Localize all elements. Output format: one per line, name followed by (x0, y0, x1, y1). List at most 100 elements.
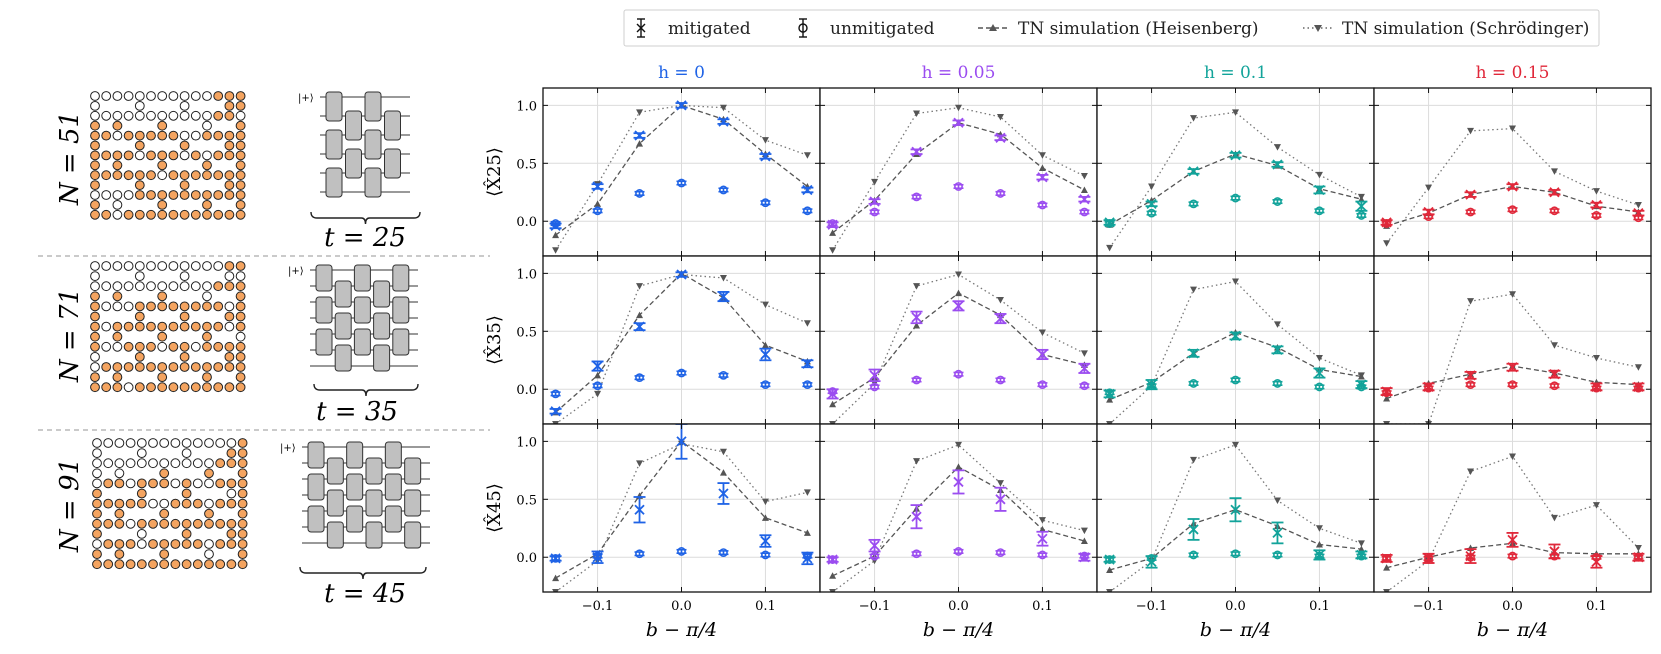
unmitigated-point (676, 178, 687, 188)
qubit-node (202, 200, 212, 210)
gate-block (315, 264, 333, 292)
subplot: 0.0 0.5 1.0 (516, 87, 821, 257)
tn-schrodinger-point (1190, 286, 1198, 294)
unmitigated-point (1314, 382, 1325, 392)
series-layer (1103, 278, 1368, 424)
qubit-node (213, 341, 224, 352)
series-layer (549, 100, 814, 254)
gate-block (325, 91, 343, 122)
unmitigated-point (1314, 206, 1325, 216)
qubit-node (123, 170, 134, 181)
gate-block (345, 148, 362, 179)
qubit-node (181, 518, 192, 529)
tn-heisenberg-point (955, 463, 962, 470)
tn-schrodinger-point (1038, 329, 1046, 336)
tn-schrodinger-point (996, 480, 1004, 487)
tn-schrodinger-point (761, 301, 769, 309)
x-tick-label: 0.1 (1032, 599, 1053, 614)
unmitigated-point (1188, 379, 1199, 388)
qubit-node (157, 321, 168, 332)
tn-schrodinger-point (636, 460, 644, 467)
mitigated-point (1229, 150, 1242, 161)
qubit-node (170, 559, 181, 570)
qubit-node (134, 321, 145, 332)
t-label: t = 25 (324, 223, 406, 253)
qubit-node (101, 362, 112, 372)
qubit-node (190, 301, 201, 312)
qubit-node (181, 529, 192, 539)
tn-schrodinger-point (871, 178, 879, 186)
qubit-node (168, 301, 179, 312)
qubit-node (215, 498, 226, 509)
qubit-node (101, 261, 112, 271)
unmitigated-point (995, 375, 1006, 385)
qubit-node (235, 110, 246, 121)
mitigated-point (952, 300, 965, 312)
mitigated-point (1632, 381, 1645, 393)
qubit-node (112, 321, 123, 332)
qubit-node (179, 209, 190, 220)
legend-frame (623, 9, 1600, 47)
tn-schrodinger-point (1509, 125, 1516, 133)
qubit-node (179, 190, 190, 200)
qubit-node (159, 498, 170, 509)
qubit-node (146, 281, 156, 292)
unmitigated-point (718, 370, 729, 380)
qubit-node (90, 190, 100, 200)
tn-heisenberg-point (1106, 396, 1114, 403)
qubit-node (237, 468, 248, 479)
mitigated-point (801, 551, 814, 566)
mitigated-point (759, 151, 772, 162)
circuit-diagram: |+⟩ (298, 91, 421, 225)
mitigated-point (717, 482, 730, 505)
tn-schrodinger-point (913, 283, 921, 290)
tn-schrodinger-point (1106, 589, 1114, 592)
qubit-node (157, 200, 168, 210)
qubit-node (157, 150, 168, 161)
column-title: h = 0 (658, 63, 705, 83)
x-tick-label: −0.1 (1413, 599, 1445, 614)
subplot (819, 87, 1098, 257)
qubit-node (123, 190, 134, 200)
unmitigated-point (1549, 206, 1560, 216)
qubit-node (125, 518, 136, 529)
gate-block (364, 129, 382, 160)
qubit-node (226, 458, 237, 469)
unmitigated-point (1272, 379, 1283, 388)
tn-heisenberg-point (1106, 566, 1114, 573)
mitigated-point (1145, 198, 1158, 209)
mitigated-point (759, 347, 772, 362)
qubit-node (157, 170, 168, 181)
time-brace (313, 383, 419, 397)
qubit-node (213, 301, 224, 312)
qubit-node (202, 281, 212, 292)
qubit-node (90, 362, 100, 372)
qubit-node (204, 539, 214, 549)
qubit-node (125, 559, 136, 570)
qubit-node (224, 271, 235, 282)
mitigated-point (1271, 159, 1284, 170)
gate-block (404, 457, 422, 485)
mitigated-point (1380, 553, 1393, 564)
qubit-node (125, 539, 136, 549)
qubit-node (90, 209, 100, 220)
y-tick-label: 1.0 (516, 435, 537, 450)
tn-schrodinger-point (1592, 188, 1600, 195)
gate-block (384, 148, 401, 179)
mitigated-point (910, 146, 923, 157)
qubit-node (237, 559, 248, 570)
qubit-node (92, 559, 102, 570)
mitigated-point (1632, 207, 1645, 219)
qubit-node (134, 130, 145, 141)
qubit-node (146, 209, 156, 220)
tn-heisenberg-point (1315, 540, 1323, 548)
tn-schrodinger-point (955, 271, 962, 279)
qubit-node (204, 478, 214, 489)
qubit-node (134, 209, 145, 220)
x-tick-label: −0.1 (859, 599, 891, 614)
qubit-node (204, 518, 214, 529)
qubit-node (101, 301, 112, 312)
qubit-node (213, 91, 224, 101)
qubit-node (114, 539, 125, 549)
qubit-node (101, 190, 112, 200)
